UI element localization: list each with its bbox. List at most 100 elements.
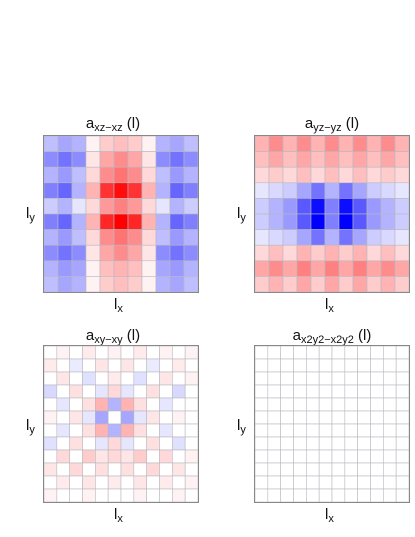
heatmap-cell (296, 213, 312, 230)
heatmap-frame (43, 345, 199, 503)
heatmap-cell (133, 423, 147, 438)
heatmap-cell (120, 423, 135, 438)
heatmap-cell (44, 276, 59, 292)
heatmap-cell (159, 449, 173, 464)
heatmap-cell (293, 475, 307, 490)
heatmap-cell (394, 166, 409, 184)
heatmap-cell (71, 260, 87, 277)
heatmap-cell (357, 462, 371, 477)
heatmap-cell (120, 488, 135, 502)
heatmap-cell (172, 371, 186, 386)
heatmap-cell (280, 436, 294, 451)
heatmap-cell (383, 397, 397, 412)
heatmap-cell (380, 244, 396, 262)
heatmap-cell (255, 260, 270, 277)
heatmap-cell (99, 276, 115, 292)
heatmap-cell (183, 213, 198, 230)
heatmap-cell (56, 346, 70, 360)
heatmap-cell (113, 229, 129, 246)
heatmap-cell (255, 346, 269, 360)
heatmap-cell (383, 410, 397, 425)
heatmap-cell (146, 488, 160, 502)
heatmap-cell (331, 410, 346, 425)
heatmap-cell (366, 244, 382, 262)
heatmap-cell (57, 151, 73, 168)
heatmap-cell (293, 436, 307, 451)
heatmap-cell (357, 436, 371, 451)
heatmap-cell (113, 260, 129, 277)
heatmap-cell (306, 358, 320, 373)
heatmap-cell (44, 198, 59, 215)
heatmap-cell (268, 166, 284, 184)
heatmap-cell (169, 260, 185, 277)
heatmap-cell (366, 182, 382, 199)
heatmap-cell (296, 244, 312, 262)
heatmap-cell (357, 384, 371, 399)
heatmap-frame (43, 135, 199, 293)
heatmap-cell (310, 182, 326, 199)
heatmap-cell (146, 475, 160, 490)
heatmap-cell (95, 462, 109, 477)
heatmap-cell (146, 410, 160, 425)
heatmap-cell (127, 182, 143, 199)
heatmap-cell (394, 229, 409, 246)
heatmap-cell (172, 462, 186, 477)
heatmap-cell (172, 449, 186, 464)
heatmap-cell (255, 410, 269, 425)
heatmap-cell (56, 462, 70, 477)
heatmap-cell (282, 276, 298, 292)
heatmap-cell (113, 136, 129, 152)
heatmap-cell (255, 182, 270, 199)
heatmap-cell (113, 198, 129, 215)
heatmap-cell (85, 136, 101, 152)
heatmap-cell (394, 182, 409, 199)
heatmap-cell (255, 423, 269, 438)
heatmap-cell (395, 371, 409, 386)
heatmap-cell (255, 166, 270, 184)
heatmap-cell (183, 166, 198, 184)
heatmap-cell (394, 198, 409, 215)
heatmap-cell (395, 410, 409, 425)
heatmap-cell (344, 436, 358, 451)
heatmap-cell (318, 462, 333, 477)
heatmap-cell (99, 136, 115, 152)
heatmap-cell (318, 384, 333, 399)
heatmap-cell (395, 423, 409, 438)
heatmap-cell (293, 358, 307, 373)
heatmap-cell (184, 462, 198, 477)
heatmap-cell (338, 213, 354, 230)
heatmap-cell (107, 358, 122, 373)
heatmap-cell (159, 346, 173, 360)
heatmap-cell (169, 198, 185, 215)
heatmap-cell (133, 397, 147, 412)
heatmap-cell (127, 276, 143, 292)
heatmap-cell (85, 151, 101, 168)
heatmap-cell (155, 136, 171, 152)
heatmap-cell (255, 436, 269, 451)
heatmap-cell (183, 260, 198, 277)
heatmap-cell (306, 436, 320, 451)
heatmap-cell (357, 410, 371, 425)
heatmap-cell (146, 358, 160, 373)
heatmap-cell (383, 384, 397, 399)
heatmap-cell (159, 462, 173, 477)
heatmap-cell (395, 449, 409, 464)
heatmap-cell (133, 410, 147, 425)
heatmap-cell (141, 229, 157, 246)
heatmap-cell (85, 276, 101, 292)
heatmap-cell (306, 423, 320, 438)
heatmap-cell (357, 488, 371, 502)
heatmap-cell (394, 260, 409, 277)
heatmap-cell (352, 166, 368, 184)
heatmap-cell (395, 488, 409, 502)
heatmap-cell (57, 166, 73, 184)
heatmap-cell (344, 410, 358, 425)
heatmap-cell (69, 410, 83, 425)
heatmap-cell (331, 449, 346, 464)
heatmap-cell (268, 213, 284, 230)
heatmap-cell (352, 151, 368, 168)
heatmap-cell (44, 462, 58, 477)
heatmap-cell (366, 166, 382, 184)
heatmap-cell (56, 436, 70, 451)
heatmap-cell (370, 449, 384, 464)
